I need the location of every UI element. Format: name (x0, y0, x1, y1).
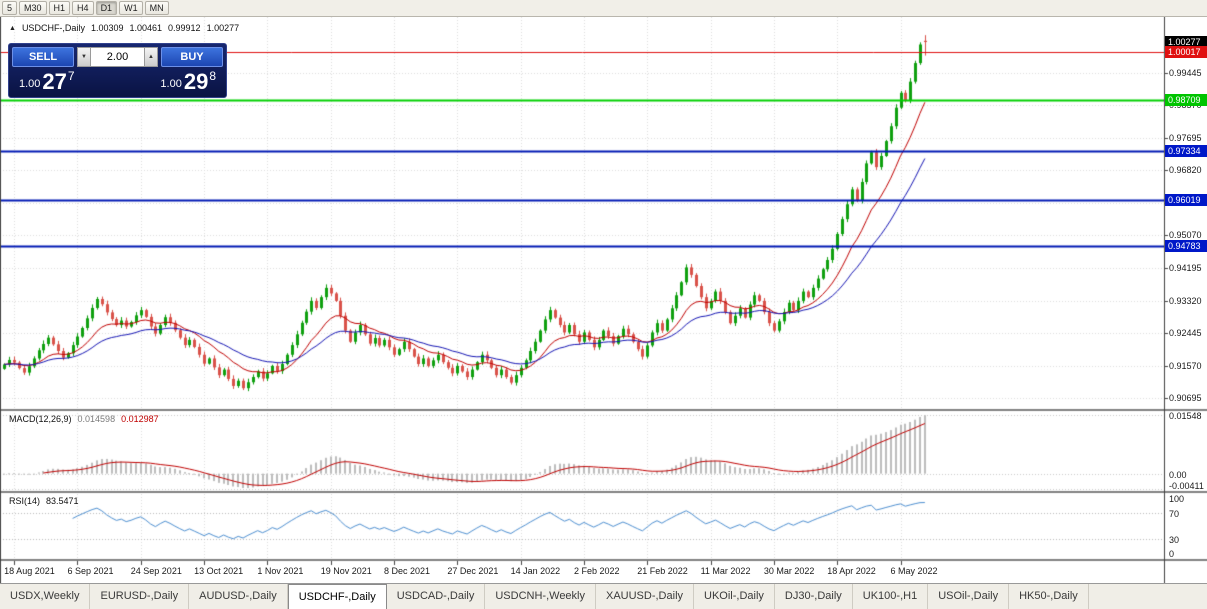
timeframe-toolbar: 5 M30 H1 H4 D1 W1 MN (0, 0, 1207, 17)
tab-uk100-h1[interactable]: UK100-,H1 (853, 584, 929, 609)
tab-usoil-daily[interactable]: USOil-,Daily (928, 584, 1010, 609)
chart-canvas[interactable] (0, 17, 1207, 583)
volume-decrease-icon[interactable]: ▼ (77, 47, 91, 67)
tab-usdcnh-weekly[interactable]: USDCNH-,Weekly (485, 584, 596, 609)
volume-input[interactable]: 2.00 (91, 47, 144, 67)
buy-price: 1.00 29 8 (160, 69, 216, 94)
macd-indicator-label: MACD(12,26,9) 0.014598 0.012987 (9, 414, 159, 424)
sell-button[interactable]: SELL (12, 47, 74, 67)
ohlc-high: 1.00461 (129, 23, 163, 33)
ohlc-close: 1.00277 (206, 23, 240, 33)
tab-usdx-weekly[interactable]: USDX,Weekly (0, 584, 91, 609)
one-click-trading-widget: SELL ▼ 2.00 ▲ BUY 1.00 27 7 1.00 29 8 (8, 43, 227, 98)
tab-hk50-daily[interactable]: HK50-,Daily (1009, 584, 1089, 609)
ohlc-low: 0.99912 (168, 23, 201, 33)
timeframe-h1[interactable]: H1 (48, 1, 71, 15)
chart-symbol-title: USDCHF-,Daily (21, 23, 85, 33)
tab-ukoil-daily[interactable]: UKOil-,Daily (694, 584, 775, 609)
tab-usdchf-daily[interactable]: USDCHF-,Daily (287, 584, 387, 609)
timeframe-mn[interactable]: MN (144, 1, 169, 15)
timeframe-d1[interactable]: D1 (95, 1, 118, 15)
chart-window: ▲ USDCHF-,Daily 1.00309 1.00461 0.99912 … (0, 17, 1207, 583)
tab-xauusd-daily[interactable]: XAUUSD-,Daily (596, 584, 695, 609)
rsi-indicator-label: RSI(14) 83.5471 (9, 496, 79, 506)
chart-tabs-bar: USDX,Weekly EURUSD-,Daily AUDUSD-,Daily USD… (0, 583, 1207, 609)
timeframe-m30[interactable]: M30 (19, 1, 47, 15)
sell-price: 1.00 27 7 (19, 69, 75, 94)
tab-usdcad-daily[interactable]: USDCAD-,Daily (387, 584, 486, 609)
timeframe-w1[interactable]: W1 (119, 1, 143, 15)
ohlc-open: 1.00309 (90, 23, 124, 33)
tab-dj30-daily[interactable]: DJ30-,Daily (775, 584, 853, 609)
buy-button[interactable]: BUY (161, 47, 223, 67)
chart-marker-icon: ▲ (9, 24, 16, 32)
chart-symbol-ohlc: ▲ USDCHF-,Daily 1.00309 1.00461 0.99912 … (9, 23, 239, 33)
tab-eurusd-daily[interactable]: EURUSD-,Daily (90, 584, 190, 609)
tab-audusd-daily[interactable]: AUDUSD-,Daily (189, 584, 288, 609)
timeframe-h4[interactable]: H4 (72, 1, 94, 15)
volume-increase-icon[interactable]: ▲ (144, 47, 158, 67)
volume-spinner: ▼ 2.00 ▲ (77, 47, 158, 67)
timeframe-5[interactable]: 5 (2, 1, 18, 15)
